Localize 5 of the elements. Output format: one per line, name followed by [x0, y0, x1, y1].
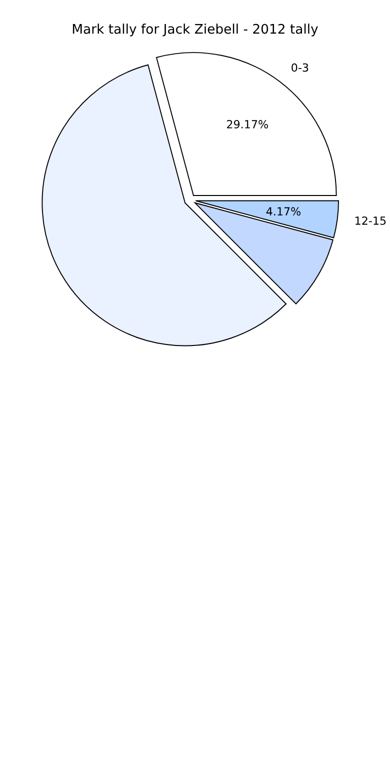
- slice-label: 0-3: [292, 63, 308, 72]
- data-label: 29.17%: [227, 120, 268, 128]
- data-label: 4.17%: [266, 207, 301, 216]
- slice-label: 12-15: [356, 216, 386, 225]
- chart-title: Mark tally for Jack Ziebell - 2012 tally: [72, 24, 318, 36]
